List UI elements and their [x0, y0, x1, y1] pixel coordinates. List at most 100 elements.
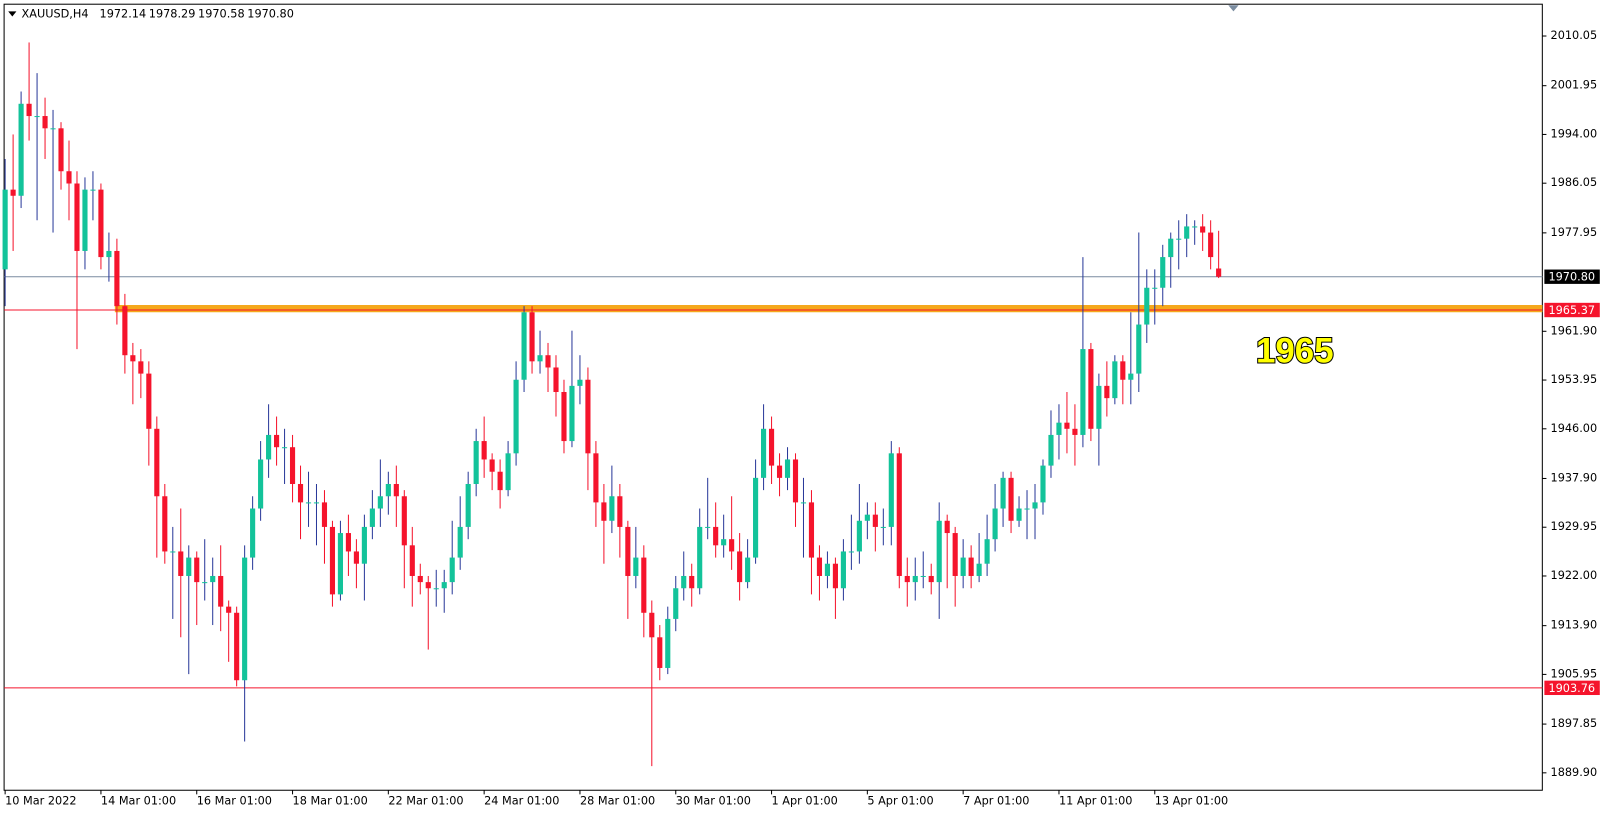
candle-body: [761, 428, 767, 478]
candle-body: [226, 606, 232, 613]
candle-body: [848, 551, 854, 553]
candle-body: [385, 483, 391, 497]
candle-body: [1096, 385, 1102, 429]
candle-body: [1032, 502, 1038, 509]
candle-body: [1216, 268, 1222, 277]
candle-body: [609, 496, 615, 521]
candle-body: [170, 551, 176, 553]
y-tick-label: 1961.90: [1551, 324, 1598, 337]
header-value: 1970.58: [198, 7, 245, 20]
candle-body: [792, 459, 799, 503]
candle-body: [409, 545, 415, 576]
candle-body: [928, 575, 934, 583]
candle-body: [1184, 226, 1190, 239]
candle-body: [1072, 428, 1078, 435]
candle-body: [465, 483, 471, 527]
y-tick-label: 1953.95: [1551, 373, 1598, 386]
candle-body: [880, 526, 886, 528]
price-level-box: [1544, 680, 1600, 696]
candle-body: [1136, 324, 1142, 374]
candle-body: [657, 637, 663, 668]
y-tick-label: 1913.90: [1551, 619, 1598, 632]
candle-body: [473, 441, 479, 484]
candle-body: [1064, 422, 1070, 429]
candle-body: [521, 312, 527, 380]
candle-body: [800, 502, 807, 504]
candle-body: [1208, 232, 1214, 258]
candle-body: [82, 189, 88, 251]
candle-body: [321, 502, 328, 527]
header-values: 1972.14 1978.29 1970.58 1970.80: [100, 7, 294, 20]
candle-body: [369, 508, 375, 527]
candle-body: [649, 612, 655, 638]
candle-body: [936, 520, 942, 583]
plot-frame: [3, 3, 1543, 791]
candle-body: [297, 483, 304, 503]
y-tick-label: 2001.95: [1551, 79, 1598, 92]
x-tick-label: 1 Apr 01:00: [772, 795, 838, 808]
candle-body: [393, 483, 399, 497]
candle-body: [601, 502, 607, 521]
candle-body: [896, 453, 902, 576]
x-tick-label: 7 Apr 01:00: [963, 795, 1029, 808]
candle-body: [992, 508, 998, 540]
candle-body: [194, 557, 200, 583]
candle-body: [721, 539, 727, 546]
candle-body: [1080, 349, 1086, 435]
candle-body: [505, 453, 511, 491]
candle-body: [50, 128, 56, 130]
y-tick-label: 1946.00: [1551, 422, 1598, 435]
y-tick-label: 1937.90: [1551, 471, 1598, 484]
candle-body: [1192, 226, 1198, 228]
candle-body: [745, 557, 751, 583]
candle-body: [18, 103, 24, 196]
y-tick-label: 2010.05: [1551, 29, 1598, 42]
header-symbol: XAUUSD,H4: [22, 7, 89, 20]
x-tick-label: 18 Mar 01:00: [293, 795, 368, 808]
candle-body: [864, 514, 870, 521]
candle-body: [457, 526, 463, 558]
candle-body: [856, 520, 862, 552]
candle-body: [1040, 465, 1046, 503]
candle-body: [329, 526, 336, 595]
candle-body: [210, 575, 216, 583]
x-tick-label: 22 Mar 01:00: [388, 795, 463, 808]
candle-body: [553, 367, 559, 393]
candle-body: [1176, 238, 1182, 240]
header-value: 1978.29: [149, 7, 196, 20]
candle-body: [289, 447, 296, 484]
candle-body: [633, 557, 639, 576]
candle-body: [218, 575, 224, 607]
candle-body: [441, 582, 447, 589]
y-tick-label: 1922.00: [1551, 569, 1598, 582]
candle-body: [1160, 257, 1166, 288]
candle-body: [585, 379, 591, 454]
candle-body: [681, 575, 687, 589]
candle-body: [737, 551, 743, 583]
candle-body: [337, 533, 344, 595]
candle-body: [258, 459, 264, 509]
candle-body: [178, 551, 184, 576]
price-level-label: 1965.37: [1548, 304, 1595, 317]
candle-body: [1168, 238, 1174, 258]
x-tick-label: 28 Mar 01:00: [580, 795, 655, 808]
candle-body: [42, 116, 48, 129]
candle-body: [361, 526, 367, 564]
candle-body: [417, 575, 423, 583]
candle-body: [234, 612, 240, 681]
candle-body: [34, 116, 40, 118]
candle-body: [186, 557, 192, 576]
candle-body: [1120, 361, 1126, 380]
candle-body: [449, 557, 455, 583]
candle-body: [162, 496, 168, 552]
candle-body: [832, 563, 838, 589]
candle-body: [1048, 434, 1054, 466]
candle-body: [106, 250, 112, 258]
candle-body: [1128, 373, 1134, 380]
candle-body: [545, 355, 551, 368]
candle-body: [617, 496, 623, 527]
candle-body: [242, 557, 248, 681]
y-tick-label: 1897.85: [1551, 717, 1598, 730]
candle-body: [1008, 477, 1014, 521]
